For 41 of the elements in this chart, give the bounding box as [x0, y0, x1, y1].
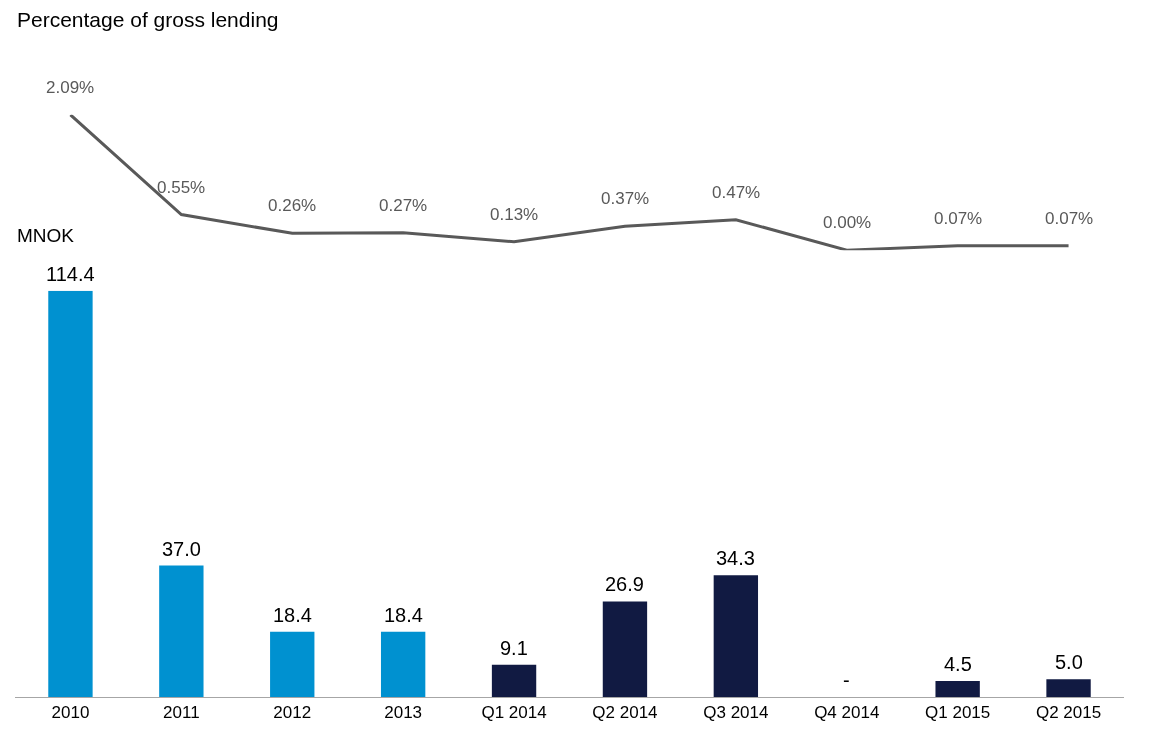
bar: [491, 664, 537, 697]
data-label: -: [843, 669, 850, 691]
x-tick-label: 2012: [273, 703, 312, 723]
bar: [380, 631, 426, 697]
chart-title: MNOK: [17, 225, 75, 246]
data-label: 26.9: [605, 573, 644, 595]
data-label: 4.5: [944, 653, 972, 675]
data-label: 2.09%: [46, 78, 95, 97]
data-label: 0.26%: [268, 196, 317, 215]
data-label: 9.1: [500, 637, 528, 659]
x-tick-label: Q3 2014: [703, 703, 769, 723]
bar: [935, 681, 980, 697]
x-tick-label: 2011: [163, 703, 200, 723]
bar: [602, 601, 648, 697]
data-label: 0.27%: [379, 196, 428, 215]
x-tick-label: Q1 2014: [481, 703, 547, 723]
chart-title: Percentage of gross lending: [17, 8, 279, 31]
bar: [713, 575, 759, 697]
data-label: 0.47%: [712, 183, 761, 202]
x-tick-label: 2013: [384, 703, 423, 723]
x-tick-label: Q2 2014: [592, 703, 658, 723]
data-label: 0.37%: [601, 189, 650, 208]
data-label: 0.13%: [490, 205, 539, 224]
bar: [270, 631, 315, 697]
data-label: 18.4: [384, 604, 423, 626]
data-label: 0.00%: [823, 213, 872, 232]
data-label: 5.0: [1055, 651, 1083, 673]
x-tick-label: Q4 2014: [814, 703, 880, 723]
bar: [1046, 679, 1091, 697]
data-label: 114.4: [46, 263, 95, 285]
data-label: 18.4: [273, 604, 312, 626]
data-label: 0.07%: [1045, 209, 1094, 228]
x-tick-label: Q2 2015: [1035, 703, 1102, 723]
bar: [48, 290, 93, 697]
x-tick-label: Q1 2015: [925, 703, 991, 723]
data-label: 0.07%: [934, 209, 983, 228]
x-tick-label: 2010: [51, 703, 90, 723]
data-label: 34.3: [716, 547, 755, 569]
data-label: 37.0: [162, 538, 201, 560]
bar: [159, 565, 204, 697]
data-label: 0.55%: [157, 178, 206, 197]
